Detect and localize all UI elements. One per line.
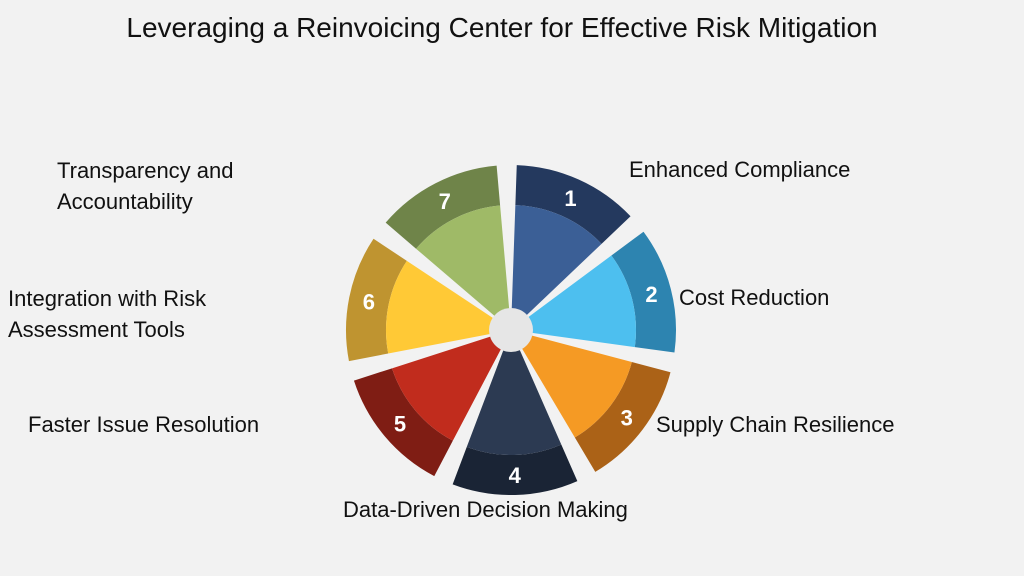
label-segment-7: Transparency and Accountability bbox=[57, 155, 234, 217]
segment-number: 7 bbox=[439, 189, 451, 214]
segment-2: 2 bbox=[522, 231, 676, 353]
label-segment-6: Integration with Risk Assessment Tools bbox=[8, 283, 206, 345]
segment-rim bbox=[515, 165, 631, 244]
label-line: Enhanced Compliance bbox=[629, 157, 851, 182]
segment-body bbox=[416, 205, 510, 321]
segment-body bbox=[522, 255, 636, 348]
label-line: Accountability bbox=[57, 189, 193, 214]
segment-5: 5 bbox=[353, 334, 505, 477]
segment-number: 4 bbox=[509, 463, 522, 488]
segment-number: 5 bbox=[394, 411, 406, 436]
label-line: Data-Driven Decision Making bbox=[343, 497, 628, 522]
label-segment-2: Cost Reduction bbox=[679, 282, 829, 313]
segment-rim bbox=[611, 231, 676, 353]
label-line: Cost Reduction bbox=[679, 285, 830, 310]
segment-rim bbox=[574, 362, 671, 472]
segment-rim bbox=[353, 368, 453, 477]
segment-body bbox=[466, 342, 562, 456]
segment-body bbox=[392, 334, 505, 441]
page-title: Leveraging a Reinvoicing Center for Effe… bbox=[126, 12, 878, 43]
label-segment-3: Supply Chain Resilience bbox=[656, 409, 894, 440]
label-line: Assessment Tools bbox=[8, 317, 185, 342]
label-line: Transparency and bbox=[57, 158, 234, 183]
segment-3: 3 bbox=[518, 333, 671, 472]
label-segment-5: Faster Issue Resolution bbox=[28, 409, 259, 440]
label-line: Supply Chain Resilience bbox=[656, 412, 895, 437]
segment-4: 4 bbox=[452, 342, 578, 495]
segment-rim bbox=[346, 238, 407, 362]
label-line: Faster Issue Resolution bbox=[28, 412, 260, 437]
segment-number: 3 bbox=[621, 405, 633, 430]
segment-number: 6 bbox=[363, 289, 375, 314]
segment-body bbox=[511, 205, 602, 321]
segment-6: 6 bbox=[346, 238, 500, 362]
label-segment-1: Enhanced Compliance bbox=[629, 154, 850, 185]
segment-number: 2 bbox=[645, 282, 657, 307]
segment-number: 1 bbox=[564, 186, 576, 211]
label-line: Integration with Risk bbox=[8, 286, 207, 311]
segment-rim bbox=[452, 444, 578, 495]
segment-body bbox=[518, 333, 632, 438]
segment-1: 1 bbox=[511, 165, 631, 321]
label-segment-4: Data-Driven Decision Making bbox=[343, 494, 628, 525]
segment-rim bbox=[385, 165, 501, 249]
segment-7: 7 bbox=[385, 165, 510, 321]
hub-circle bbox=[489, 308, 533, 352]
segment-body bbox=[386, 260, 500, 354]
